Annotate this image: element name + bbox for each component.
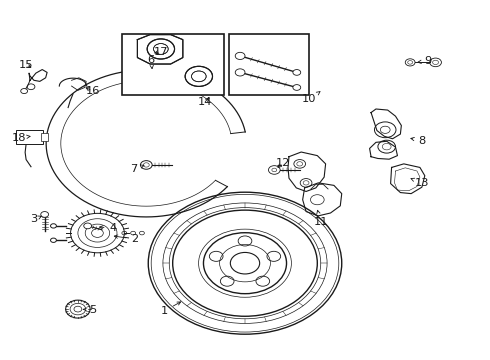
Text: 12: 12	[276, 158, 290, 168]
Circle shape	[84, 223, 92, 229]
Text: 1: 1	[161, 302, 181, 316]
Text: 7: 7	[130, 164, 144, 174]
Text: 17: 17	[154, 46, 168, 57]
Bar	[229, 34, 310, 95]
Circle shape	[154, 56, 164, 63]
Text: 8: 8	[411, 136, 425, 145]
Text: 18: 18	[12, 133, 30, 143]
Bar	[16, 130, 43, 144]
Circle shape	[41, 212, 49, 217]
Text: 10: 10	[302, 91, 320, 104]
Text: 9: 9	[418, 56, 432, 66]
Text: 11: 11	[314, 210, 328, 227]
Circle shape	[297, 162, 303, 166]
Circle shape	[293, 85, 301, 90]
Circle shape	[141, 161, 152, 169]
Circle shape	[293, 69, 301, 75]
Text: 13: 13	[411, 178, 429, 188]
Text: 4: 4	[99, 224, 117, 233]
Circle shape	[405, 59, 415, 66]
Circle shape	[235, 52, 245, 59]
Text: 2: 2	[114, 234, 139, 244]
Text: 16: 16	[85, 86, 100, 96]
Circle shape	[235, 52, 245, 59]
Text: 15: 15	[19, 59, 33, 69]
Circle shape	[293, 85, 301, 90]
Circle shape	[50, 238, 56, 242]
Bar	[41, 133, 48, 140]
Circle shape	[303, 181, 309, 185]
Circle shape	[21, 89, 27, 94]
Circle shape	[235, 69, 245, 76]
Text: 3: 3	[30, 215, 41, 224]
Circle shape	[50, 224, 56, 228]
Text: 6: 6	[147, 55, 155, 69]
Circle shape	[293, 69, 301, 75]
Text: 14: 14	[198, 97, 212, 107]
Text: 5: 5	[83, 305, 96, 315]
Circle shape	[235, 69, 245, 76]
Bar	[122, 34, 224, 95]
Circle shape	[269, 166, 280, 174]
